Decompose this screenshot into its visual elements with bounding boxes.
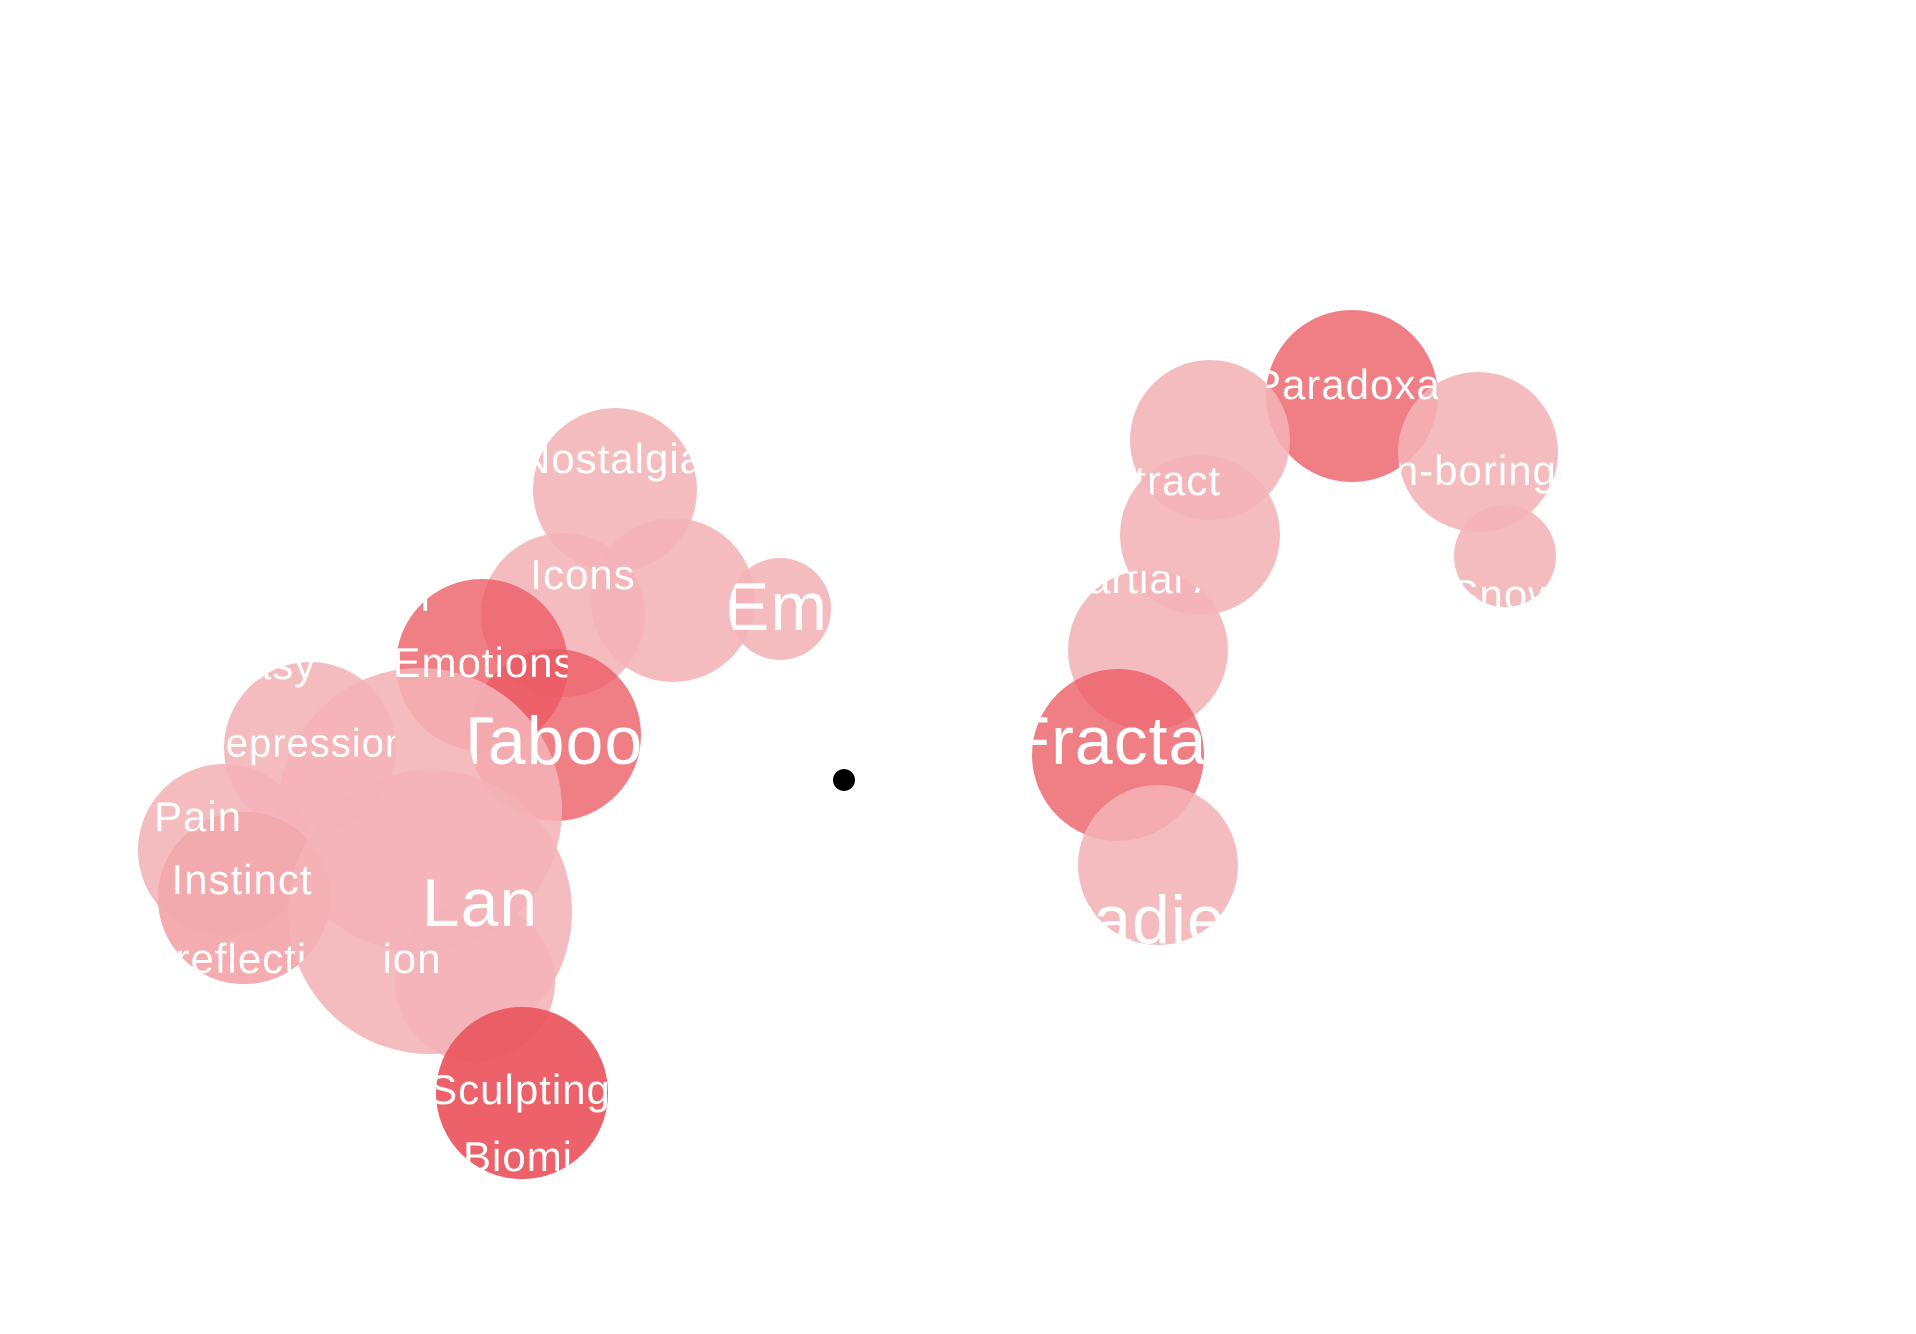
- label-layer: Nostalgia Icons Em Emotions Taboo Depression P…: [154, 361, 1559, 1180]
- extra-label-ion: ion: [382, 935, 441, 982]
- bubble-label-paradoxal: Paradoxal: [1253, 361, 1451, 408]
- bubble-label-nostalgia: Nostalgia: [520, 435, 704, 482]
- bubble-label-biomi: Biomi: [463, 1133, 573, 1180]
- bubble-layer: [138, 310, 1558, 1179]
- bubble-label-taboo: Taboo: [453, 703, 643, 779]
- bubble-non-boring[interactable]: [1398, 372, 1558, 532]
- bubble-label-emotions: Emotions: [392, 639, 575, 686]
- bubble-label-instinct: Instinct: [171, 856, 312, 903]
- bubble-label-snow: Snow: [1450, 571, 1559, 618]
- bubble-label-sculpting: Sculpting: [429, 1066, 611, 1113]
- center-dot[interactable]: [833, 769, 855, 791]
- bubble-unlabeled[interactable]: [591, 518, 755, 682]
- bubble-label-fractal: Fractal: [1009, 703, 1224, 779]
- bubble-biomi[interactable]: [436, 1007, 608, 1179]
- bubble-gradient[interactable]: [1078, 785, 1238, 945]
- bubble-label-lan: Lan: [422, 865, 538, 941]
- bubble-label-pain: Pain: [154, 793, 242, 840]
- bubble-label-gradient: Gradient: [1016, 882, 1285, 958]
- extra-label-r: r: [421, 573, 436, 620]
- bubble-self-reflection[interactable]: [158, 812, 330, 984]
- bubble-em[interactable]: [729, 558, 831, 660]
- bubble-label-icons: Icons: [530, 551, 635, 598]
- bubble-label-em: Em: [724, 569, 828, 645]
- extra-label-fantasy: Fantasy: [160, 641, 316, 688]
- bubble-label-depression: Depression: [196, 722, 408, 766]
- bubble-label-non-boring: Non-boring: [1339, 447, 1557, 494]
- bubble-paradoxal[interactable]: [1266, 310, 1438, 482]
- bubble-snow[interactable]: [1454, 505, 1556, 607]
